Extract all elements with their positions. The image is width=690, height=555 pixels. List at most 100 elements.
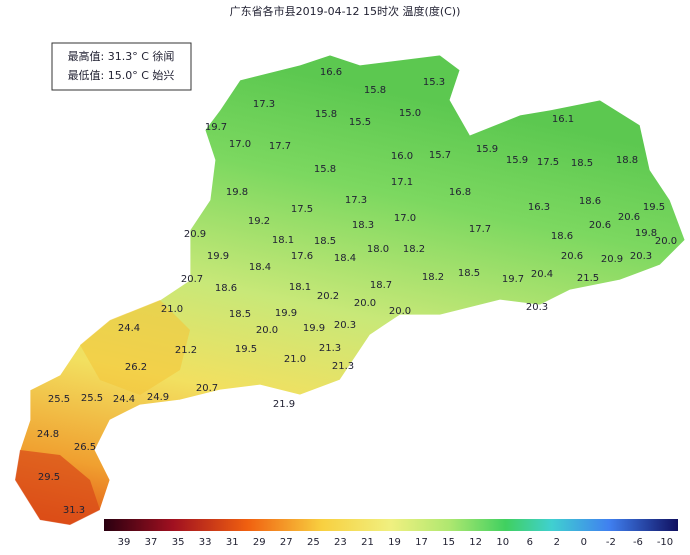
temperature-label: 20.9	[184, 229, 206, 240]
temperature-label: 24.9	[147, 392, 169, 403]
temperature-label: 20.3	[526, 302, 548, 313]
scale-label: 37	[145, 537, 158, 548]
scale-label: 6	[527, 537, 533, 548]
temperature-label: 15.8	[314, 164, 336, 175]
scale-label: 25	[307, 537, 320, 548]
temperature-label: 17.3	[345, 195, 367, 206]
temperature-label: 18.4	[334, 253, 356, 264]
temperature-label: 21.2	[175, 345, 197, 356]
temperature-label: 18.3	[352, 220, 374, 231]
scale-label: 0	[581, 537, 587, 548]
temperature-label: 21.3	[332, 361, 354, 372]
temperature-label: 15.5	[349, 117, 371, 128]
temperature-label: 18.0	[367, 244, 389, 255]
temperature-label: 18.4	[249, 262, 271, 273]
scale-label: 21	[361, 537, 374, 548]
temperature-label: 20.0	[655, 236, 677, 247]
temperature-label: 19.9	[275, 308, 297, 319]
info-box	[51, 42, 192, 91]
scale-label: 39	[118, 537, 131, 548]
temperature-label: 17.0	[229, 139, 251, 150]
temperature-label: 15.9	[476, 144, 498, 155]
scale-label: 23	[334, 537, 347, 548]
temperature-label: 18.8	[616, 155, 638, 166]
temperature-label: 18.5	[571, 158, 593, 169]
temperature-label: 19.9	[207, 251, 229, 262]
temperature-label: 20.3	[334, 320, 356, 331]
temperature-label: 26.5	[74, 442, 96, 453]
temperature-label: 20.6	[561, 251, 583, 262]
temperature-label: 24.4	[113, 394, 135, 405]
temperature-label: 20.7	[196, 383, 218, 394]
temperature-label: 19.9	[303, 323, 325, 334]
temperature-label: 17.0	[394, 213, 416, 224]
info-line: 最低值: 15.0° C 始兴	[68, 68, 175, 82]
temperature-label: 19.7	[502, 274, 524, 285]
temperature-label: 19.5	[235, 344, 257, 355]
temperature-label: 16.8	[449, 187, 471, 198]
temperature-label: 15.0	[399, 108, 421, 119]
temperature-label: 19.7	[205, 122, 227, 133]
temperature-label: 17.6	[291, 251, 313, 262]
temperature-label: 31.3	[63, 505, 85, 516]
temperature-label: 21.0	[284, 354, 306, 365]
temperature-label: 15.8	[364, 85, 386, 96]
scale-label: -2	[606, 537, 616, 548]
temperature-label: 20.0	[389, 306, 411, 317]
scale-label: 15	[442, 537, 455, 548]
color-bar	[104, 519, 678, 531]
temperature-label: 20.7	[181, 274, 203, 285]
temperature-label: 19.8	[226, 187, 248, 198]
temperature-label: 18.1	[272, 235, 294, 246]
temperature-label: 24.4	[118, 323, 140, 334]
region-leizhou	[15, 450, 100, 525]
scale-label: -6	[633, 537, 643, 548]
scale-label: 19	[388, 537, 401, 548]
info-line: 最高值: 31.3° C 徐闻	[68, 49, 175, 63]
temperature-label: 20.4	[531, 269, 553, 280]
temperature-label: 18.2	[403, 244, 425, 255]
scale-label: 29	[253, 537, 266, 548]
scale-label: 10	[496, 537, 509, 548]
temperature-label: 19.8	[635, 228, 657, 239]
temperature-label: 17.1	[391, 177, 413, 188]
title: 广东省各市县2019-04-12 15时次 温度(度(C))	[230, 4, 461, 18]
temperature-label: 15.7	[429, 150, 451, 161]
temperature-label: 15.8	[315, 109, 337, 120]
temperature-label: 20.0	[256, 325, 278, 336]
temperature-label: 20.6	[618, 212, 640, 223]
temperature-label: 19.5	[643, 202, 665, 213]
temperature-label: 18.6	[579, 196, 601, 207]
scale-label: 33	[199, 537, 212, 548]
temperature-label: 18.7	[370, 280, 392, 291]
region-south	[80, 300, 190, 395]
temperature-label: 18.2	[422, 272, 444, 283]
temperature-label: 20.3	[630, 251, 652, 262]
scale-label: 2	[554, 537, 560, 548]
temperature-label: 17.3	[253, 99, 275, 110]
temperature-label: 21.5	[577, 273, 599, 284]
temperature-label: 18.6	[215, 283, 237, 294]
temperature-label: 18.6	[551, 231, 573, 242]
temperature-label: 18.1	[289, 282, 311, 293]
temperature-label: 24.8	[37, 429, 59, 440]
temperature-label: 15.3	[423, 77, 445, 88]
temperature-label: 25.5	[81, 393, 103, 404]
temperature-label: 18.5	[229, 309, 251, 320]
scale-label: -10	[657, 537, 673, 548]
temperature-label: 17.5	[537, 157, 559, 168]
temperature-label: 29.5	[38, 472, 60, 483]
scale-label: 17	[415, 537, 428, 548]
temperature-label: 15.9	[506, 155, 528, 166]
temperature-label: 18.5	[314, 236, 336, 247]
temperature-label: 19.2	[248, 216, 270, 227]
temperature-label: 17.7	[469, 224, 491, 235]
scale-label: 31	[226, 537, 239, 548]
temperature-label: 21.0	[161, 304, 183, 315]
scale-label: 35	[172, 537, 185, 548]
temperature-label: 21.3	[319, 343, 341, 354]
scale-label: 12	[469, 537, 482, 548]
temperature-label: 26.2	[125, 362, 147, 373]
temperature-label: 16.6	[320, 67, 342, 78]
